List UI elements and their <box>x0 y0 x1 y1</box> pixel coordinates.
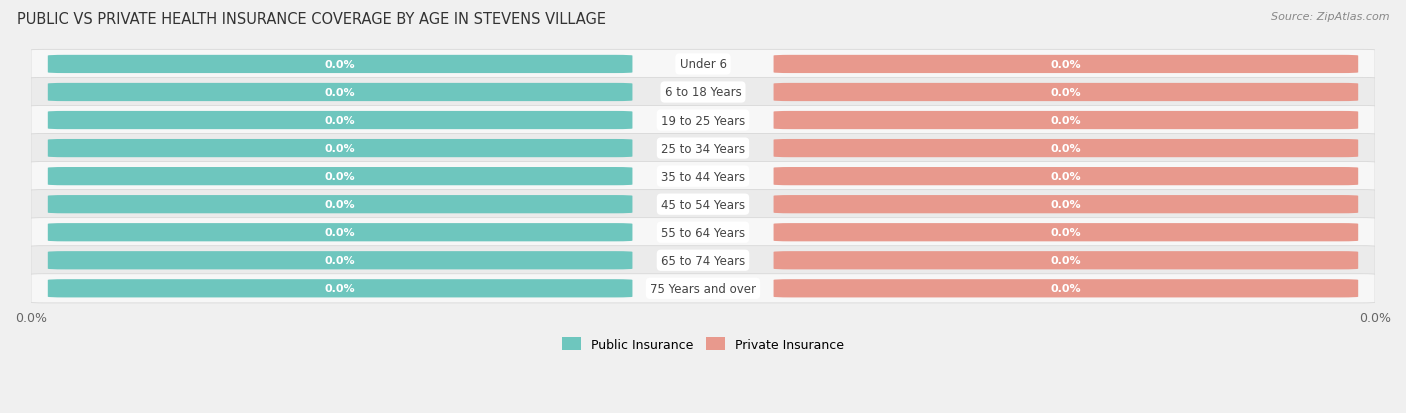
FancyBboxPatch shape <box>773 252 1358 270</box>
FancyBboxPatch shape <box>48 196 633 214</box>
Text: 0.0%: 0.0% <box>1050 144 1081 154</box>
FancyBboxPatch shape <box>31 190 1375 219</box>
FancyBboxPatch shape <box>31 78 1375 107</box>
Text: 75 Years and over: 75 Years and over <box>650 282 756 295</box>
FancyBboxPatch shape <box>31 274 1375 303</box>
Text: 0.0%: 0.0% <box>325 200 356 210</box>
Text: 0.0%: 0.0% <box>1050 88 1081 98</box>
Text: 0.0%: 0.0% <box>325 60 356 70</box>
Text: 0.0%: 0.0% <box>1050 60 1081 70</box>
FancyBboxPatch shape <box>48 112 633 130</box>
Text: 0.0%: 0.0% <box>1050 256 1081 266</box>
Text: 0.0%: 0.0% <box>325 144 356 154</box>
FancyBboxPatch shape <box>48 223 633 242</box>
Text: 0.0%: 0.0% <box>325 88 356 98</box>
Text: PUBLIC VS PRIVATE HEALTH INSURANCE COVERAGE BY AGE IN STEVENS VILLAGE: PUBLIC VS PRIVATE HEALTH INSURANCE COVER… <box>17 12 606 27</box>
FancyBboxPatch shape <box>31 246 1375 275</box>
FancyBboxPatch shape <box>31 50 1375 79</box>
Text: 0.0%: 0.0% <box>325 284 356 294</box>
FancyBboxPatch shape <box>773 56 1358 74</box>
Text: 6 to 18 Years: 6 to 18 Years <box>665 86 741 99</box>
Legend: Public Insurance, Private Insurance: Public Insurance, Private Insurance <box>557 332 849 356</box>
FancyBboxPatch shape <box>48 84 633 102</box>
Text: 0.0%: 0.0% <box>1050 116 1081 126</box>
FancyBboxPatch shape <box>31 106 1375 135</box>
Text: 0.0%: 0.0% <box>325 172 356 182</box>
FancyBboxPatch shape <box>48 56 633 74</box>
FancyBboxPatch shape <box>48 168 633 186</box>
FancyBboxPatch shape <box>31 218 1375 247</box>
Text: 35 to 44 Years: 35 to 44 Years <box>661 170 745 183</box>
Text: 0.0%: 0.0% <box>1050 172 1081 182</box>
Text: 25 to 34 Years: 25 to 34 Years <box>661 142 745 155</box>
Text: Under 6: Under 6 <box>679 58 727 71</box>
Text: 55 to 64 Years: 55 to 64 Years <box>661 226 745 239</box>
FancyBboxPatch shape <box>773 84 1358 102</box>
Text: 0.0%: 0.0% <box>325 116 356 126</box>
FancyBboxPatch shape <box>773 168 1358 186</box>
Text: 0.0%: 0.0% <box>325 256 356 266</box>
FancyBboxPatch shape <box>31 162 1375 191</box>
FancyBboxPatch shape <box>773 112 1358 130</box>
FancyBboxPatch shape <box>773 280 1358 298</box>
FancyBboxPatch shape <box>31 134 1375 163</box>
Text: 0.0%: 0.0% <box>1050 228 1081 237</box>
FancyBboxPatch shape <box>48 140 633 158</box>
Text: 0.0%: 0.0% <box>325 228 356 237</box>
Text: 65 to 74 Years: 65 to 74 Years <box>661 254 745 267</box>
FancyBboxPatch shape <box>773 223 1358 242</box>
FancyBboxPatch shape <box>48 252 633 270</box>
Text: 45 to 54 Years: 45 to 54 Years <box>661 198 745 211</box>
Text: 19 to 25 Years: 19 to 25 Years <box>661 114 745 127</box>
Text: 0.0%: 0.0% <box>1050 284 1081 294</box>
FancyBboxPatch shape <box>773 196 1358 214</box>
FancyBboxPatch shape <box>773 140 1358 158</box>
FancyBboxPatch shape <box>48 280 633 298</box>
Text: 0.0%: 0.0% <box>1050 200 1081 210</box>
Text: Source: ZipAtlas.com: Source: ZipAtlas.com <box>1271 12 1389 22</box>
